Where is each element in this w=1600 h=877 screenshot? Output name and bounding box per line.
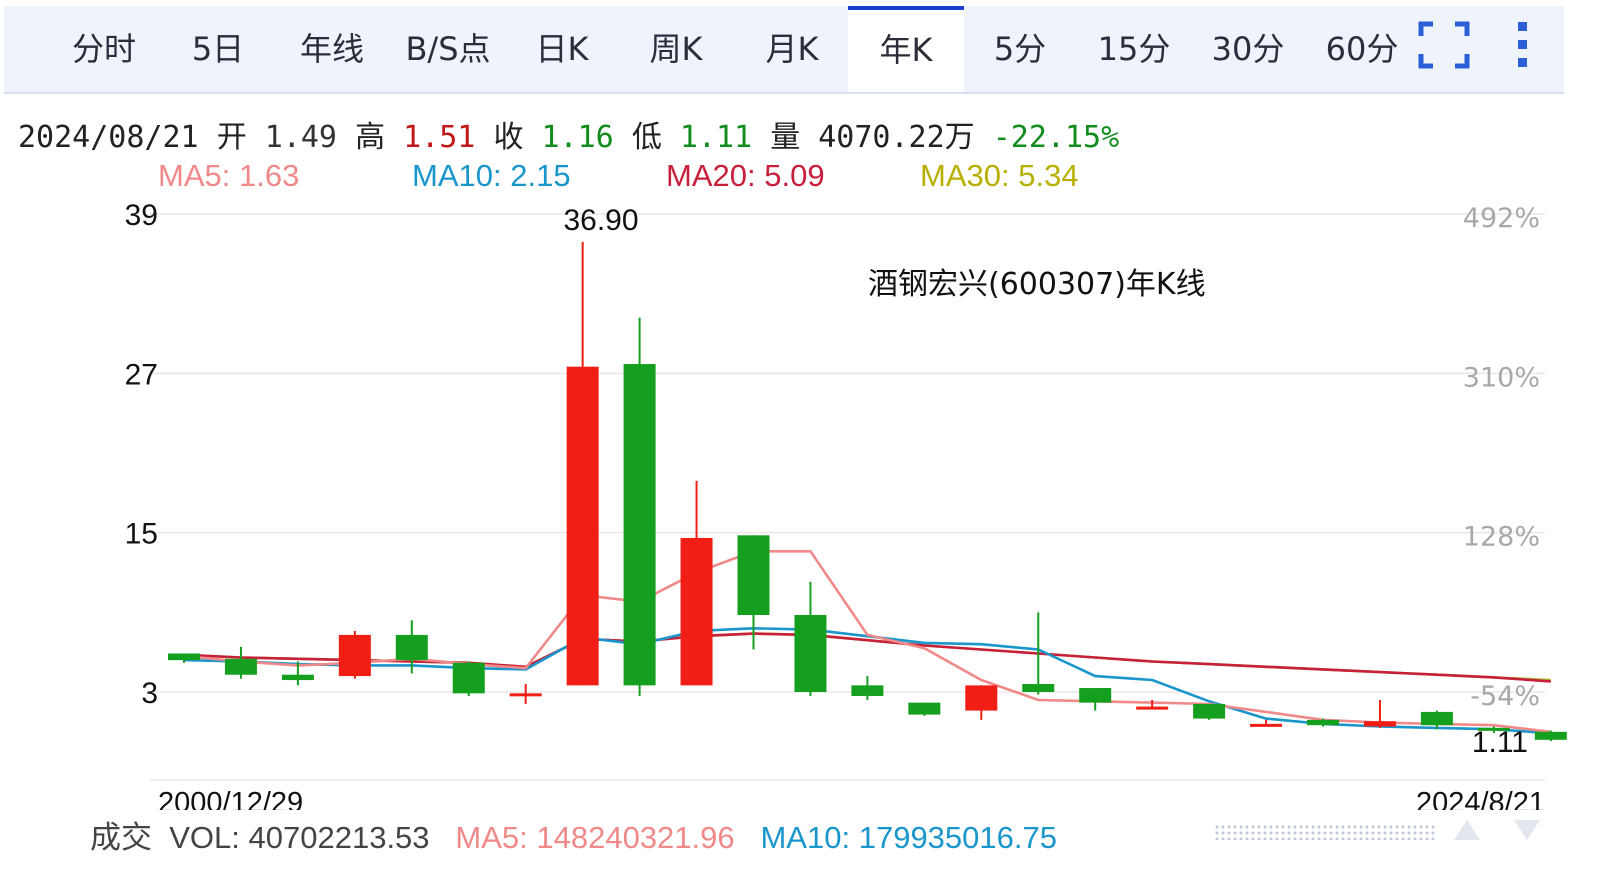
- low-label: 低: [631, 120, 662, 155]
- candle-body: [680, 537, 713, 686]
- volume-value: 4070.22万: [818, 120, 975, 155]
- candle-body: [623, 364, 656, 686]
- high-value: 1.51: [403, 120, 476, 155]
- ma10-indicator: MA10: 2.15: [412, 158, 571, 194]
- tab-10[interactable]: 30分: [1211, 30, 1285, 68]
- tab-4[interactable]: 日K: [535, 30, 589, 68]
- fullscreen-icon[interactable]: [1418, 20, 1470, 70]
- tab-5[interactable]: 周K: [649, 30, 703, 68]
- ma10-label: MA10:: [412, 158, 502, 193]
- tab-1[interactable]: 5日: [191, 30, 245, 68]
- ma20-indicator: MA20: 5.09: [666, 158, 825, 194]
- x-start-label: 2000/12/29: [158, 787, 303, 810]
- ma5-indicator: MA5: 1.63: [158, 158, 299, 194]
- change-percent: -22.15%: [992, 120, 1120, 155]
- more-vertical-icon[interactable]: [1506, 18, 1540, 72]
- candle-body: [1534, 731, 1567, 740]
- ma20-line: [183, 632, 1551, 683]
- candle-body: [509, 693, 542, 697]
- candle-body: [1363, 721, 1396, 727]
- chart-title: 酒钢宏兴(600307)年K线: [868, 267, 1206, 302]
- candle-body: [1022, 684, 1055, 692]
- ma30-indicator: MA30: 5.34: [920, 158, 1079, 194]
- candle-body: [452, 662, 485, 694]
- high-price-label: 36.90: [563, 204, 638, 237]
- vol-value: 40702213.53: [248, 820, 430, 855]
- ma5-value: 1.63: [238, 158, 300, 193]
- vol-label: VOL:: [169, 820, 240, 855]
- candle-body: [1193, 703, 1226, 719]
- candle-body: [851, 685, 884, 696]
- candle-body: [224, 658, 257, 675]
- x-end-label: 2024/8/21: [1416, 787, 1545, 810]
- y-tick-label: 39: [125, 199, 158, 232]
- ma30-value: 5.34: [1018, 158, 1079, 193]
- candle-body: [1307, 719, 1339, 726]
- tab-3[interactable]: B/S点: [405, 30, 491, 68]
- pct-tick-label: 128%: [1463, 522, 1540, 553]
- tab-9[interactable]: 15分: [1097, 30, 1171, 68]
- period-tab-bar: 分时 5日 年线 B/S点 日K 周K 月K 年K 5分 15分 30分 60分: [4, 6, 1564, 94]
- close-value: 1.16: [541, 120, 614, 155]
- y-tick-label: 27: [125, 358, 158, 391]
- volume-summary: 成交 VOL: 40702213.53 MA5: 148240321.96 MA…: [90, 812, 1057, 857]
- candle-body: [1136, 706, 1169, 710]
- candle-body: [908, 702, 941, 715]
- candle-body: [168, 653, 200, 661]
- ma20-label: MA20:: [666, 158, 756, 193]
- volume-preview-dots: [1214, 824, 1436, 840]
- open-label: 开: [216, 120, 247, 155]
- tab-11[interactable]: 60分: [1325, 30, 1399, 68]
- candle-body: [281, 674, 314, 681]
- vol-ma5-value: 148240321.96: [536, 820, 735, 855]
- tab-8[interactable]: 5分: [993, 30, 1047, 68]
- ma30-label: MA30:: [920, 158, 1010, 193]
- ma10-value: 2.15: [510, 158, 571, 193]
- tab-0[interactable]: 分时: [71, 30, 136, 68]
- candle-body: [1079, 688, 1112, 703]
- y-tick-label: 3: [141, 677, 158, 710]
- high-label: 高: [355, 120, 386, 155]
- triangle-down-icon[interactable]: [1512, 818, 1542, 842]
- quote-summary: 2024/08/21 开 1.49 高 1.51 收 1.16 低 1.11 量…: [18, 112, 1119, 156]
- candle-body: [338, 634, 371, 677]
- pct-tick-label: -54%: [1470, 681, 1540, 712]
- vol-ma5-label: MA5:: [455, 820, 528, 855]
- open-value: 1.49: [264, 120, 337, 155]
- tab-6[interactable]: 月K: [765, 30, 819, 68]
- ma5-line: [183, 549, 1551, 734]
- pct-tick-label: 492%: [1463, 203, 1540, 234]
- tab-7[interactable]: 年K: [848, 6, 964, 92]
- candle-body: [1250, 723, 1283, 727]
- candle-body: [794, 614, 827, 692]
- volume-label: 量: [770, 120, 801, 155]
- candle-body: [1420, 711, 1453, 726]
- candle-body: [1477, 727, 1510, 731]
- close-label: 收: [493, 120, 524, 155]
- y-tick-label: 15: [125, 518, 158, 551]
- ma20-value: 5.09: [764, 158, 825, 193]
- pct-tick-label: 310%: [1463, 362, 1540, 393]
- vol-ma10-value: 179935016.75: [858, 820, 1057, 855]
- candle-body: [737, 535, 770, 615]
- triangle-up-icon[interactable]: [1452, 818, 1482, 842]
- tab-2[interactable]: 年线: [299, 30, 364, 68]
- kline-chart[interactable]: 39 27 15 3 492% 310% 128% -54% 酒钢宏兴(600307)年K线 36…: [0, 190, 1600, 810]
- candle-body: [965, 685, 998, 711]
- ma5-label: MA5:: [158, 158, 231, 193]
- low-price-label: 1.11: [1472, 726, 1528, 759]
- vol-ma10-label: MA10:: [760, 820, 851, 855]
- candle-body: [566, 366, 599, 686]
- volume-title: 成交: [90, 820, 152, 855]
- candle-body: [395, 634, 428, 661]
- quote-date: 2024/08/21: [18, 120, 199, 155]
- low-value: 1.11: [679, 120, 753, 155]
